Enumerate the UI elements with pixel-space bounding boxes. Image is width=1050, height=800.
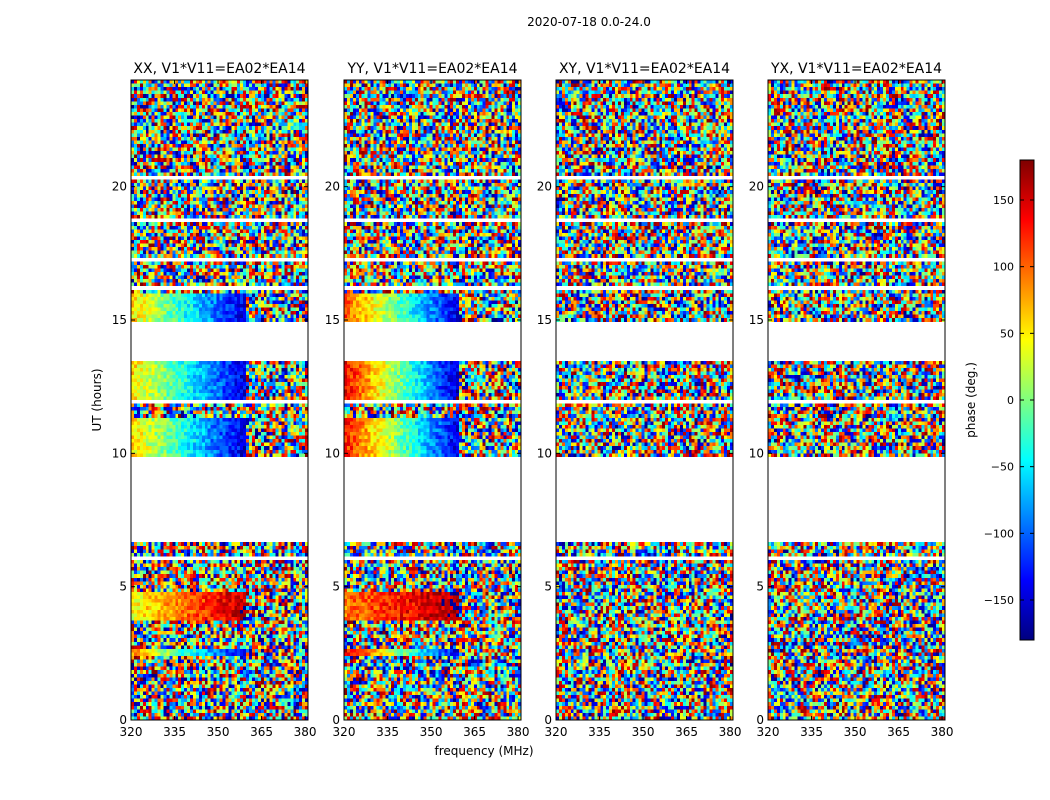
x-tick-label: 365 bbox=[250, 725, 273, 739]
x-tick-label: 365 bbox=[887, 725, 910, 739]
y-tick-label: 5 bbox=[119, 580, 127, 594]
colorbar-tick-label: −150 bbox=[984, 594, 1014, 607]
panel-frame bbox=[767, 79, 946, 721]
heatmap-panel: XX, V1*V11=EA02*EA14 320 335 350 365 380 0 5 10 1… bbox=[112, 61, 317, 739]
x-tick-label: 380 bbox=[507, 725, 530, 739]
x-tick-label: 335 bbox=[163, 725, 186, 739]
heatmap-cells bbox=[768, 80, 945, 720]
heatmap-panel: YX, V1*V11=EA02*EA14 320 335 350 365 380 0 5 10 1… bbox=[749, 61, 954, 739]
colorbar-tick-label: −50 bbox=[991, 461, 1014, 474]
colorbar-tick-label: 50 bbox=[1000, 327, 1014, 340]
figure-suptitle: 2020-07-18 0.0-24.0 bbox=[527, 15, 651, 29]
panel-frame bbox=[555, 79, 734, 721]
y-tick-label: 20 bbox=[537, 180, 552, 194]
colorbar: −150 −100 −50 0 50 100 150 phase (deg.) bbox=[964, 159, 1035, 641]
panel-title: XY, V1*V11=EA02*EA14 bbox=[559, 61, 730, 77]
x-tick-label: 335 bbox=[800, 725, 823, 739]
x-tick-label: 320 bbox=[757, 725, 780, 739]
y-tick-label: 0 bbox=[544, 713, 552, 727]
y-tick-label: 5 bbox=[756, 580, 764, 594]
x-tick-label: 350 bbox=[844, 725, 867, 739]
y-tick-label: 15 bbox=[112, 313, 127, 327]
x-tick-label: 320 bbox=[545, 725, 568, 739]
x-tick-label: 350 bbox=[420, 725, 443, 739]
heatmap-cells bbox=[131, 80, 308, 720]
y-tick-label: 0 bbox=[756, 713, 764, 727]
x-tick-label: 380 bbox=[719, 725, 742, 739]
heatmap-panel: YY, V1*V11=EA02*EA14 320 335 350 365 380 0 5 10 1… bbox=[325, 61, 530, 739]
y-tick-label: 0 bbox=[119, 713, 127, 727]
x-tick-label: 335 bbox=[588, 725, 611, 739]
y-tick-label: 15 bbox=[537, 313, 552, 327]
y-tick-label: 5 bbox=[544, 580, 552, 594]
x-tick-label: 380 bbox=[931, 725, 954, 739]
y-tick-label: 20 bbox=[112, 180, 127, 194]
y-tick-label: 15 bbox=[749, 313, 764, 327]
heatmap-cells bbox=[344, 80, 521, 720]
y-tick-label: 10 bbox=[325, 446, 340, 460]
y-tick-label: 20 bbox=[749, 180, 764, 194]
colorbar-ticks: −150 −100 −50 0 50 100 150 bbox=[984, 194, 1034, 607]
colorbar-label: phase (deg.) bbox=[964, 362, 978, 438]
x-tick-label: 320 bbox=[333, 725, 356, 739]
x-tick-label: 365 bbox=[463, 725, 486, 739]
x-tick-label: 350 bbox=[207, 725, 230, 739]
panel-frame bbox=[343, 79, 522, 721]
colorbar-tick-label: −100 bbox=[984, 527, 1014, 540]
x-tick-label: 335 bbox=[376, 725, 399, 739]
heatmap-cells bbox=[556, 80, 733, 720]
heatmap-panels: XX, V1*V11=EA02*EA14 320 335 350 365 380 0 5 10 1… bbox=[112, 61, 954, 739]
y-tick-label: 5 bbox=[332, 580, 340, 594]
x-tick-label: 320 bbox=[120, 725, 143, 739]
panel-frame bbox=[130, 79, 309, 721]
y-tick-label: 20 bbox=[325, 180, 340, 194]
y-tick-label: 15 bbox=[325, 313, 340, 327]
x-tick-label: 365 bbox=[675, 725, 698, 739]
y-tick-label: 0 bbox=[332, 713, 340, 727]
y-axis-label: UT (hours) bbox=[90, 368, 104, 431]
y-tick-label: 10 bbox=[537, 446, 552, 460]
y-tick-label: 10 bbox=[112, 446, 127, 460]
colorbar-tick-label: 150 bbox=[993, 194, 1014, 207]
colorbar-tick-label: 100 bbox=[993, 261, 1014, 274]
panel-title: YY, V1*V11=EA02*EA14 bbox=[346, 61, 517, 77]
panel-title: YX, V1*V11=EA02*EA14 bbox=[770, 61, 942, 77]
colorbar-tick-label: 0 bbox=[1007, 394, 1014, 407]
panel-title: XX, V1*V11=EA02*EA14 bbox=[133, 61, 305, 77]
heatmap-panel: XY, V1*V11=EA02*EA14 320 335 350 365 380 0 5 10 1… bbox=[537, 61, 742, 739]
y-tick-label: 10 bbox=[749, 446, 764, 460]
x-axis-label: frequency (MHz) bbox=[434, 744, 533, 758]
x-tick-label: 380 bbox=[294, 725, 317, 739]
x-tick-label: 350 bbox=[632, 725, 655, 739]
